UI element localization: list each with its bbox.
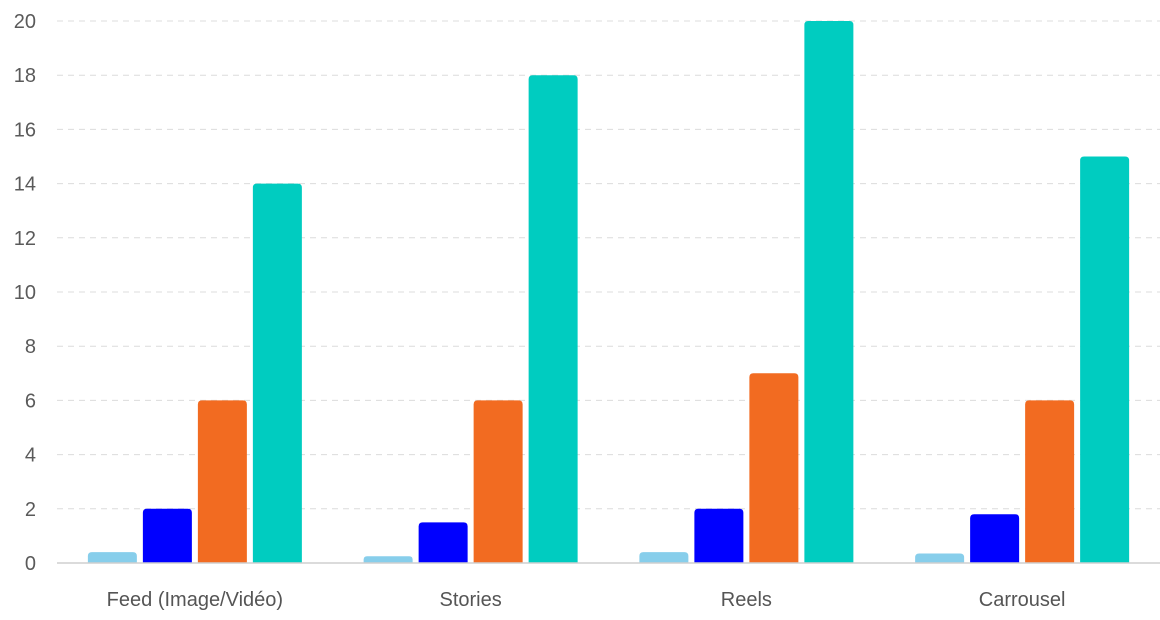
bar [804, 21, 854, 563]
bar [473, 400, 523, 563]
bar [694, 508, 744, 563]
y-tick-label: 4 [25, 445, 36, 467]
bar [142, 508, 192, 563]
x-tick-label: Feed (Image/Vidéo) [107, 589, 283, 611]
bars [87, 21, 1130, 563]
y-tick-label: 18 [14, 65, 36, 87]
bar [197, 400, 247, 563]
y-tick-label: 8 [25, 336, 36, 358]
y-tick-label: 2 [25, 499, 36, 521]
x-tick-label: Carrousel [979, 589, 1066, 611]
bar [87, 552, 137, 563]
bar [1080, 156, 1130, 563]
x-axis-labels: Feed (Image/Vidéo) Stories Reels Carrousel [107, 589, 1066, 611]
bar [363, 556, 413, 563]
y-tick-label: 12 [14, 228, 36, 250]
bar [252, 183, 302, 563]
bar [1025, 400, 1075, 563]
y-tick-label: 16 [14, 119, 36, 141]
bar [970, 514, 1020, 563]
y-tick-label: 6 [25, 390, 36, 412]
bar [749, 373, 799, 563]
bar [639, 552, 689, 563]
bar [418, 522, 468, 563]
y-tick-label: 14 [14, 174, 36, 196]
x-tick-label: Stories [440, 589, 502, 611]
bar [528, 75, 578, 563]
y-axis-ticks: 0 2 4 6 8 10 12 14 16 18 20 [14, 11, 36, 575]
x-tick-label: Reels [721, 589, 772, 611]
bar [915, 553, 965, 563]
y-tick-label: 20 [14, 11, 36, 33]
y-tick-label: 0 [25, 553, 36, 575]
gridlines [57, 20, 1160, 510]
y-tick-label: 10 [14, 282, 36, 304]
